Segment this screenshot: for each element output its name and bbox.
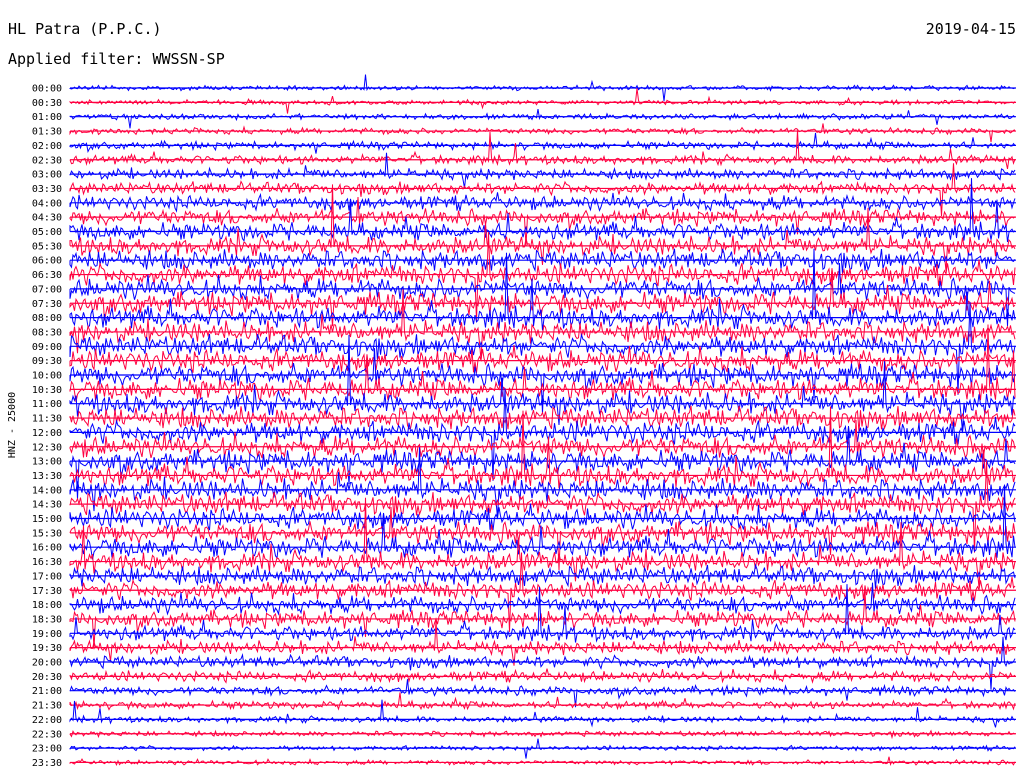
trace-row bbox=[69, 324, 1016, 403]
row-time-label: 00:30 bbox=[32, 98, 62, 109]
trace-row bbox=[69, 620, 1016, 666]
row-time-label: 09:00 bbox=[32, 342, 62, 353]
trace-row bbox=[69, 302, 1016, 395]
row-time-label: 01:00 bbox=[32, 112, 62, 123]
row-time-label: 17:00 bbox=[32, 571, 62, 582]
row-time-label: 18:30 bbox=[32, 614, 62, 625]
row-time-label: 04:30 bbox=[32, 213, 62, 224]
trace-row bbox=[69, 552, 1016, 632]
trace-row bbox=[69, 591, 1016, 650]
tick-label-group: 00:00 00:30 01:00 01:30 02:00 02:30 03:00 03:30… bbox=[32, 84, 62, 769]
row-time-label: 22:00 bbox=[32, 715, 62, 726]
trace-row bbox=[69, 130, 1016, 170]
row-time-label: 14:30 bbox=[32, 500, 62, 511]
trace-row bbox=[69, 88, 1016, 114]
row-time-label: 19:00 bbox=[32, 629, 62, 640]
row-time-label: 02:00 bbox=[32, 141, 62, 152]
row-time-label: 21:00 bbox=[32, 686, 62, 697]
trace-row bbox=[69, 503, 1016, 531]
trace-row bbox=[69, 692, 1016, 711]
trace-row bbox=[69, 123, 1016, 143]
row-time-label: 20:00 bbox=[32, 658, 62, 669]
trace-row bbox=[69, 348, 1016, 414]
trace-row bbox=[69, 484, 1016, 560]
row-time-label: 09:30 bbox=[32, 356, 62, 367]
trace-row bbox=[69, 405, 1016, 433]
trace-row bbox=[69, 497, 1016, 588]
trace-row bbox=[69, 132, 1016, 154]
trace-group bbox=[69, 74, 1016, 767]
row-time-label: 12:00 bbox=[32, 428, 62, 439]
row-time-label: 13:30 bbox=[32, 471, 62, 482]
date-label: 2019-04-15 bbox=[925, 20, 1016, 38]
trace-row bbox=[69, 152, 1016, 189]
trace-row bbox=[69, 248, 1016, 331]
row-time-label: 05:30 bbox=[32, 241, 62, 252]
row-time-label: 11:00 bbox=[32, 399, 62, 410]
row-time-label: 15:30 bbox=[32, 528, 62, 539]
row-time-label: 20:30 bbox=[32, 672, 62, 683]
row-time-label: 13:00 bbox=[32, 457, 62, 468]
trace-row bbox=[69, 425, 1016, 500]
trace-row bbox=[69, 563, 1016, 589]
row-time-label: 05:00 bbox=[32, 227, 62, 238]
row-time-label: 02:30 bbox=[32, 155, 62, 166]
trace-row bbox=[69, 582, 1016, 616]
row-time-label: 22:30 bbox=[32, 729, 62, 740]
row-time-label: 19:30 bbox=[32, 643, 62, 654]
filter-label: Applied filter: WWSSN-SP bbox=[8, 50, 225, 68]
trace-row bbox=[69, 636, 1016, 690]
row-time-label: 14:00 bbox=[32, 485, 62, 496]
trace-row bbox=[69, 163, 1016, 217]
row-time-label: 07:30 bbox=[32, 299, 62, 310]
row-time-label: 23:00 bbox=[32, 744, 62, 755]
row-time-label: 00:00 bbox=[32, 84, 62, 95]
station-title: HL Patra (P.P.C.) bbox=[8, 20, 162, 38]
row-time-label: 15:00 bbox=[32, 514, 62, 525]
row-time-label: 06:00 bbox=[32, 256, 62, 267]
trace-row bbox=[69, 584, 1016, 643]
trace-row bbox=[69, 668, 1016, 684]
row-time-label: 17:30 bbox=[32, 586, 62, 597]
row-time-label: 16:00 bbox=[32, 543, 62, 554]
trace-row bbox=[69, 192, 1016, 213]
trace-row bbox=[69, 447, 1016, 518]
row-time-label: 21:30 bbox=[32, 701, 62, 712]
trace-row bbox=[69, 419, 1016, 460]
row-time-label: 03:00 bbox=[32, 170, 62, 181]
trace-row bbox=[69, 289, 1016, 361]
row-time-label: 07:00 bbox=[32, 284, 62, 295]
row-time-label: 10:30 bbox=[32, 385, 62, 396]
trace-row bbox=[69, 196, 1016, 247]
y-axis-label: HNZ - 25000 bbox=[7, 392, 18, 458]
trace-row bbox=[69, 506, 1016, 571]
row-time-label: 06:30 bbox=[32, 270, 62, 281]
trace-row bbox=[69, 262, 1016, 327]
row-time-label: 23:30 bbox=[32, 758, 62, 769]
trace-row bbox=[69, 178, 1016, 243]
row-time-label: 16:30 bbox=[32, 557, 62, 568]
trace-row bbox=[69, 756, 1016, 767]
row-time-label: 10:00 bbox=[32, 371, 62, 382]
row-time-label: 18:00 bbox=[32, 600, 62, 611]
row-time-label: 11:30 bbox=[32, 414, 62, 425]
row-time-label: 12:30 bbox=[32, 442, 62, 453]
trace-row bbox=[69, 268, 1016, 327]
row-time-label: 08:30 bbox=[32, 327, 62, 338]
row-time-label: 08:00 bbox=[32, 313, 62, 324]
row-time-label: 01:30 bbox=[32, 127, 62, 138]
trace-row bbox=[69, 248, 1016, 274]
trace-row bbox=[69, 109, 1016, 129]
row-time-label: 04:00 bbox=[32, 198, 62, 209]
row-time-label: 03:30 bbox=[32, 184, 62, 195]
